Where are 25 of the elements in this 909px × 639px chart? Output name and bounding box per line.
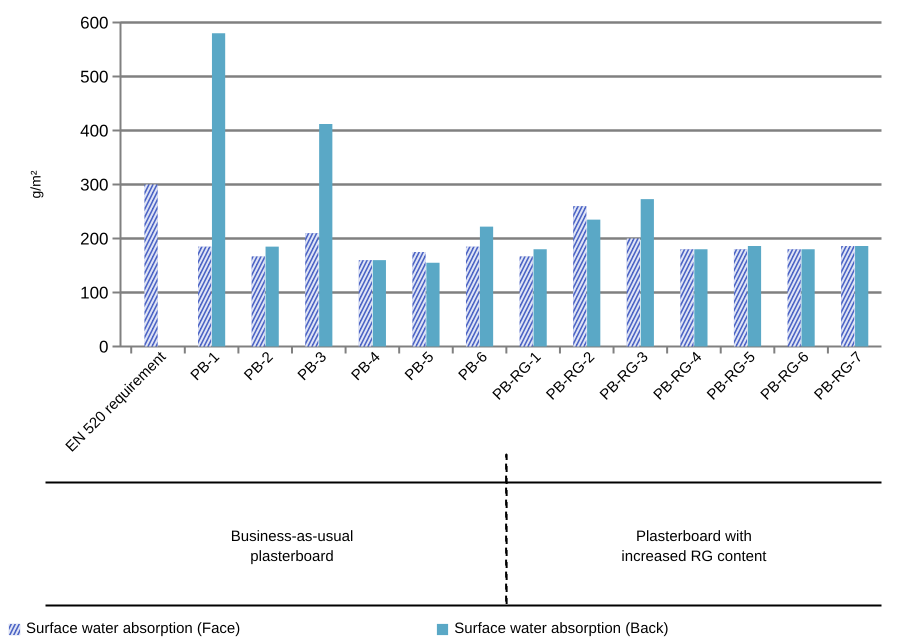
bar [640,199,654,346]
text: Business-as-usual plasterboard [230,528,354,566]
bar [266,246,279,346]
y-tick-label: 500 [80,68,109,86]
text: Plasterboard with increased RG content [621,528,768,566]
legend-label: Surface water absorption (Face) [26,620,240,637]
bar [480,226,494,346]
bar [801,249,815,346]
bar [748,246,762,346]
legend-label: Surface water absorption (Back) [454,620,669,637]
bar [534,249,547,346]
bar [212,33,226,346]
bar [319,124,332,346]
bar [694,249,708,346]
bar [587,220,600,346]
y-tick-label: 600 [80,14,109,32]
bar [426,262,440,346]
bar [372,260,386,346]
y-tick-label: 0 [99,338,109,356]
y-tick-label: 300 [80,176,109,194]
y-axis-title: g/m² [28,170,44,198]
y-tick-label: 200 [80,230,109,248]
y-tick-label: 100 [80,284,109,302]
bar [855,246,868,346]
y-tick-label: 400 [80,122,109,140]
